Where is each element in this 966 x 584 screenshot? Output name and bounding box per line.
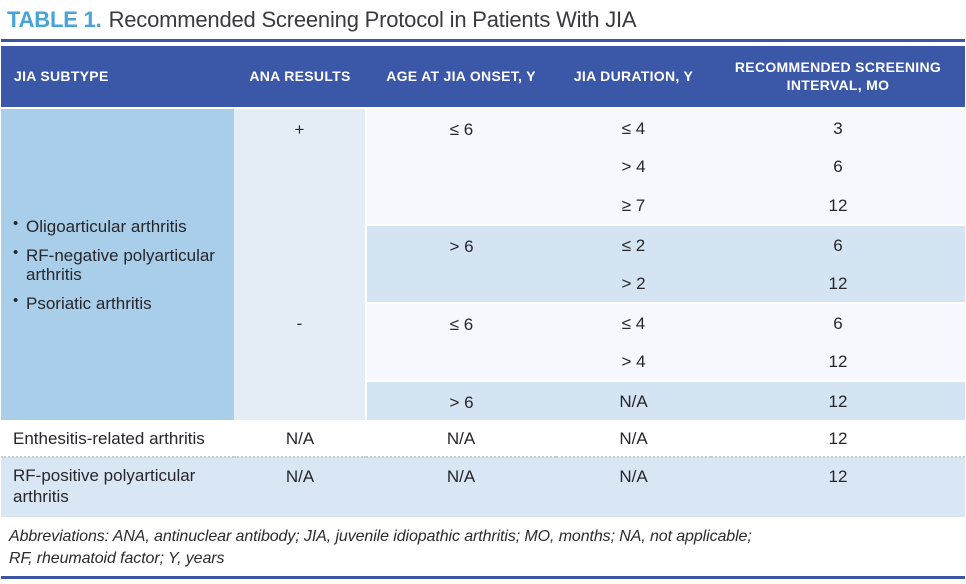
subtype-cell: Enthesitis-related arthritis (13, 428, 205, 448)
table-row: Oligoarticular arthritis RF-negative pol… (1, 108, 965, 421)
interval-cell: 12 (828, 273, 848, 293)
ana-negative-cell: - (234, 303, 366, 421)
table-row-rf-positive: RF-positive polyarticular arthritis N/A … (1, 456, 965, 518)
table-number-label: TABLE 1. (7, 7, 102, 32)
interval-cell: 6 (711, 224, 965, 265)
duration-cell: N/A (556, 380, 711, 421)
column-header-ana-results: ANA RESULTS (234, 46, 366, 110)
screening-protocol-table: JIA SUBTYPE ANA RESULTS AGE AT JIA ONSET… (1, 46, 965, 518)
interval-cell: 12 (711, 456, 965, 518)
ana-positive-cell: + (234, 108, 366, 304)
column-header-jia-subtype: JIA SUBTYPE (1, 46, 234, 110)
duration-cell: ≤ 2 (556, 224, 711, 265)
duration-cell: > 4 (621, 351, 646, 371)
column-header-age-at-onset: AGE AT JIA ONSET, Y (366, 46, 556, 110)
age-cell: ≤ 6 (365, 302, 556, 382)
ana-cell: N/A (285, 428, 315, 448)
duration-cell: ≤ 4 (556, 302, 711, 343)
abbreviations-footnote: Abbreviations: ANA, antinuclear antibody… (1, 517, 965, 570)
list-item-oligoarticular: Oligoarticular arthritis (13, 216, 226, 236)
age-cell: N/A (366, 456, 556, 518)
list-item-psoriatic: Psoriatic arthritis (13, 293, 226, 313)
table-title-text: Recommended Screening Protocol in Patien… (108, 7, 637, 32)
table-row-enthesitis: Enthesitis-related arthritis N/A N/A N/A… (1, 420, 965, 458)
interval-cell: 3 (833, 118, 843, 138)
table-row: > 6 ≤ 2 6 (1, 224, 965, 304)
column-header-jia-duration: JIA DURATION, Y (556, 46, 711, 110)
duration-cell: > 2 (621, 273, 646, 293)
subtype-group-cell: Oligoarticular arthritis RF-negative pol… (1, 108, 234, 421)
duration-cell: ≤ 4 (621, 118, 646, 138)
age-cell: ≤ 6 (365, 108, 556, 226)
header-row: JIA SUBTYPE ANA RESULTS AGE AT JIA ONSET… (1, 46, 965, 110)
subtype-bullet-list: Oligoarticular arthritis RF-negative pol… (13, 216, 226, 313)
table-header: JIA SUBTYPE ANA RESULTS AGE AT JIA ONSET… (1, 46, 965, 110)
interval-cell: 12 (711, 380, 965, 421)
duration-cell: N/A (619, 428, 648, 448)
ana-cell: N/A (234, 456, 366, 518)
duration-cell: ≥ 7 (621, 195, 646, 215)
interval-cell: 12 (828, 195, 848, 215)
age-cell: > 6 (365, 224, 556, 304)
interval-cell: 6 (833, 157, 843, 177)
duration-cell: N/A (556, 456, 711, 518)
footnote-line-2: RF, rheumatoid factor; Y, years (9, 549, 225, 567)
interval-cell: 12 (828, 428, 848, 448)
duration-cell: > 4 (621, 157, 646, 177)
list-item-rf-negative: RF-negative polyarticular arthritis (13, 245, 226, 284)
table-body: Oligoarticular arthritis RF-negative pol… (1, 108, 965, 518)
footnote-line-1: Abbreviations: ANA, antinuclear antibody… (9, 528, 752, 546)
subtype-cell: RF-positive polyarticular arthritis (1, 456, 234, 518)
age-cell: > 6 (365, 380, 556, 421)
interval-cell: 12 (828, 351, 848, 371)
age-cell: N/A (446, 428, 476, 448)
interval-cell: 6 (711, 302, 965, 343)
table-title: TABLE 1. Recommended Screening Protocol i… (1, 0, 965, 36)
bottom-rule (1, 575, 965, 579)
column-header-screening-interval: RECOMMENDED SCREENING INTERVAL, MO (711, 46, 965, 110)
top-rule (1, 39, 965, 43)
